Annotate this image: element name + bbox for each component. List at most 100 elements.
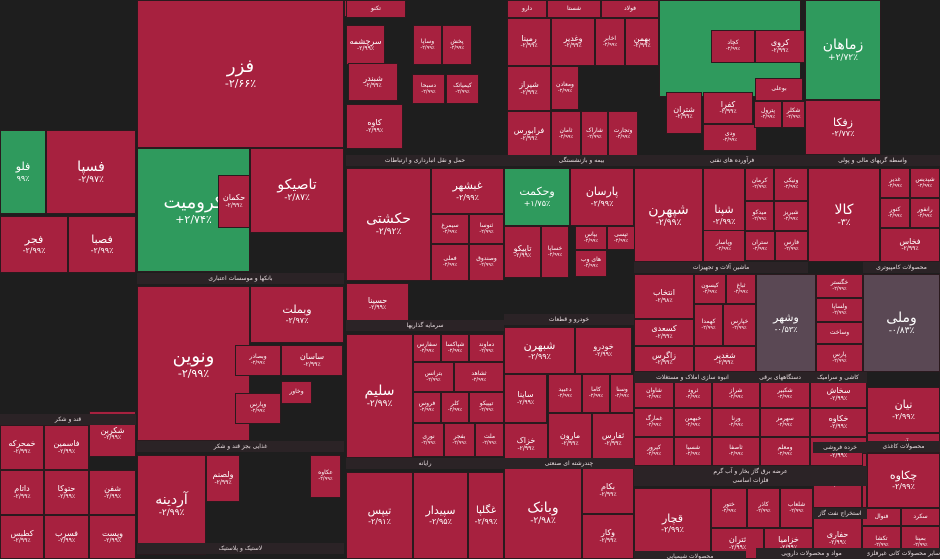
stock-tile[interactable]: نیان -۲/۹۹٪ <box>867 387 940 433</box>
stock-tile[interactable]: کلر -۲/۹۹٪ <box>441 392 469 423</box>
stock-tile[interactable]: فسپا -۲/۹۷٪ <box>46 130 136 214</box>
stock-tile[interactable]: فروس -۲/۹۹٪ <box>413 392 441 423</box>
stock-tile[interactable]: ساینا -۲/۹۹٪ <box>504 374 547 423</box>
stock-tile[interactable]: وپست -۲/۹۹٪ <box>89 515 136 559</box>
stock-tile[interactable]: کروی -۲/۹۹٪ <box>755 30 805 63</box>
stock-tile[interactable]: پخش -۲/۹۹٪ <box>442 25 472 65</box>
stock-tile[interactable]: شپاکسا -۲/۹۹٪ <box>441 334 469 362</box>
stock-tile[interactable]: دماوند -۲/۹۹٪ <box>469 334 504 362</box>
stock-tile[interactable]: وپاسار -۲/۹۹٪ <box>703 230 745 262</box>
stock-tile[interactable]: فارس -۲/۹۹٪ <box>775 231 808 261</box>
stock-tile[interactable]: ثفارس -۲/۹۹٪ <box>592 413 634 466</box>
stock-tile[interactable]: وساپا -۲/۹۹٪ <box>413 25 442 65</box>
stock-tile[interactable]: ملت -۲/۹۹٪ <box>475 423 504 457</box>
stock-tile[interactable]: وشهر -۰/۵۳٪ <box>756 274 816 372</box>
stock-tile[interactable]: وبملت -۲/۹۷٪ <box>250 286 344 343</box>
stock-tile[interactable]: کپرور -۲/۹۹٪ <box>634 437 674 466</box>
stock-tile[interactable]: وسنا -۲/۹۹٪ <box>610 374 634 413</box>
stock-tile[interactable]: چکاوه -۲/۹۹٪ <box>867 453 940 508</box>
stock-tile[interactable]: فخاس -۲/۹۹٪ <box>880 228 940 262</box>
stock-tile[interactable]: کاما -۲/۹۹٪ <box>582 374 610 413</box>
stock-tile[interactable]: فملی -۲/۹۹٪ <box>431 244 469 281</box>
stock-tile[interactable]: رمپنا -۲/۹۹٪ <box>507 18 551 66</box>
stock-tile[interactable]: فجر -۲/۹۹٪ <box>0 216 68 273</box>
stock-tile[interactable]: آردینه -۲/۹۹٪ <box>137 455 206 555</box>
stock-tile[interactable]: فسرب -۲/۹۹٪ <box>44 515 89 559</box>
stock-tile[interactable]: سرچشمه -۲/۹۹٪ <box>346 25 385 65</box>
stock-tile[interactable]: شغدیر -۲/۹۹٪ <box>694 346 756 372</box>
stock-tile[interactable]: ستران -۲/۹۹٪ <box>745 231 775 261</box>
stock-tile[interactable]: زماهان +۲/۷۲٪ <box>805 0 881 100</box>
stock-tile[interactable]: کهمدا -۲/۹۹٪ <box>694 304 723 346</box>
stock-tile[interactable]: حکشتی -۲/۹۲٪ <box>346 168 431 281</box>
stock-tile[interactable]: سفارس -۲/۹۹٪ <box>413 334 441 362</box>
stock-tile[interactable]: خساپا -۲/۹۹٪ <box>541 226 569 278</box>
stock-tile[interactable]: وساخت-۲/۹۹٪ <box>816 322 863 344</box>
stock-tile[interactable]: ثشاهد -۲/۹۹٪ <box>454 362 504 392</box>
stock-tile[interactable]: شکلر -۲/۹۹٪ <box>782 101 805 128</box>
stock-tile[interactable]: بپاس -۲/۹۹٪ <box>575 226 607 250</box>
stock-tile[interactable]: شلعاب -۲/۹۹٪ <box>780 488 813 528</box>
stock-tile[interactable]: زفکا -۲/۷۷٪ <box>805 100 881 155</box>
stock-tile[interactable]: های وب -۲/۹۹٪ <box>575 250 607 277</box>
stock-tile[interactable]: فنوال-۲/۹۹٪ <box>862 508 901 526</box>
stock-tile[interactable]: کفرا -۲/۹۹٪ <box>703 92 753 124</box>
stock-tile[interactable]: تاصیکو -۲/۸۷٪ <box>250 148 344 233</box>
stock-tile[interactable]: حسینا -۲/۹۹٪ <box>346 283 409 325</box>
stock-tile[interactable]: اخابر -۲/۹۹٪ <box>595 18 625 66</box>
stock-tile[interactable]: تاپیکو -۲/۹۹٪ <box>504 226 541 278</box>
stock-tile[interactable]: تیپیکو -۲/۹۹٪ <box>469 392 504 423</box>
stock-tile[interactable]: فلو ۹۹٪ <box>0 130 46 214</box>
stock-tile[interactable]: غگلپا -۲/۹۹٪ <box>468 472 504 559</box>
stock-tile[interactable]: خودرو -۲/۹۹٪ <box>575 327 632 374</box>
stock-tile[interactable]: سهرمز -۲/۹۹٪ <box>760 408 810 437</box>
stock-tile[interactable]: خبهمن -۲/۹۹٪ <box>674 408 712 437</box>
stock-tile[interactable]: سپیدار -۲/۹۵٪ <box>413 472 468 559</box>
stock-tile[interactable]: ودی -۲/۹۹٪ <box>703 124 757 151</box>
stock-tile[interactable]: بهمن -۲/۹۹٪ <box>625 18 659 66</box>
stock-tile[interactable]: وخاور-۲/۹۹٪ <box>281 381 312 404</box>
stock-tile[interactable]: ومعلم -۲/۹۹٪ <box>760 437 810 466</box>
stock-tile[interactable]: میدکو -۲/۹۹٪ <box>745 201 774 231</box>
stock-tile[interactable]: شبندر -۲/۹۹٪ <box>348 63 398 101</box>
stock-tile[interactable]: تکنو-۲/۹۹٪ <box>346 0 406 18</box>
stock-tile[interactable]: خمحرکه -۲/۹۹٪ <box>0 425 44 470</box>
stock-tile[interactable]: شسپا -۲/۹۹٪ <box>674 437 712 466</box>
stock-tile[interactable]: شبریز -۲/۹۹٪ <box>774 201 808 231</box>
stock-tile[interactable]: شاوان -۲/۹۹٪ <box>634 381 674 408</box>
stock-tile[interactable]: سیمرغ -۲/۹۹٪ <box>431 214 469 244</box>
stock-tile[interactable]: شستا-۲/۹۹٪ <box>547 0 601 18</box>
stock-tile[interactable]: قچار -۲/۹۹٪ <box>634 488 711 559</box>
stock-tile[interactable]: حتوکا -۲/۹۹٪ <box>44 470 89 515</box>
stock-tile[interactable]: فرابورس -۲/۹۹٪ <box>507 111 551 158</box>
stock-tile[interactable]: دعبید -۲/۹۹٪ <box>548 374 582 413</box>
stock-tile[interactable]: سخاش -۲/۹۹٪ <box>810 381 867 408</box>
stock-tile[interactable]: کیسون -۲/۹۹٪ <box>694 274 726 304</box>
stock-tile[interactable]: پارس -۲/۹۹٪ <box>816 344 863 372</box>
stock-tile[interactable]: ولصنم -۲/۹۹٪ <box>206 455 240 502</box>
stock-tile[interactable]: وبانک -۲/۹۸٪ <box>504 467 582 559</box>
stock-tile[interactable]: ساسان -۲/۹۹٪ <box>281 345 343 376</box>
stock-tile[interactable]: غبشهر -۲/۹۹٪ <box>431 168 504 214</box>
stock-tile[interactable]: بکام -۲/۹۹٪ <box>582 467 634 514</box>
stock-tile[interactable]: خگستر -۲/۹۹٪ <box>816 274 863 298</box>
stock-tile[interactable]: خپارس -۲/۹۹٪ <box>723 304 756 346</box>
stock-tile[interactable]: ونیکی -۲/۹۹٪ <box>774 168 808 201</box>
stock-tile[interactable]: کاذر -۲/۹۹٪ <box>747 488 780 528</box>
stock-tile[interactable]: کیمیاتک -۲/۹۹٪ <box>446 74 479 104</box>
stock-tile[interactable]: ختور -۲/۹۹٪ <box>711 488 747 528</box>
stock-tile[interactable]: غمارگ -۲/۹۹٪ <box>634 408 674 437</box>
stock-tile[interactable]: فصبا -۲/۹۹٪ <box>68 216 136 273</box>
stock-tile[interactable]: ونوین -۲/۹۹٪ <box>137 286 250 441</box>
stock-tile[interactable]: شاراک -۲/۹۹٪ <box>581 111 608 158</box>
stock-tile[interactable]: پارسان -۲/۹۹٪ <box>570 168 634 226</box>
stock-tile[interactable]: شتران -۲/۹۹٪ <box>666 92 702 134</box>
stock-tile[interactable]: خکاوه -۲/۹۹٪ <box>810 408 867 437</box>
stock-tile[interactable]: رانفور -۲/۹۹٪ <box>910 198 940 228</box>
stock-tile[interactable]: شپهرن -۲/۹۹٪ <box>634 168 703 262</box>
stock-tile[interactable]: حکمان -۲/۹۹٪ <box>218 175 250 228</box>
stock-tile[interactable]: سکرد-۲/۹۹٪ <box>901 508 940 526</box>
stock-tile[interactable]: فولاد-۲/۹۹٪ <box>601 0 659 18</box>
stock-tile[interactable]: ورنا -۲/۹۹٪ <box>712 408 760 437</box>
stock-tile[interactable]: تیپس -۲/۹۱٪ <box>346 472 413 559</box>
